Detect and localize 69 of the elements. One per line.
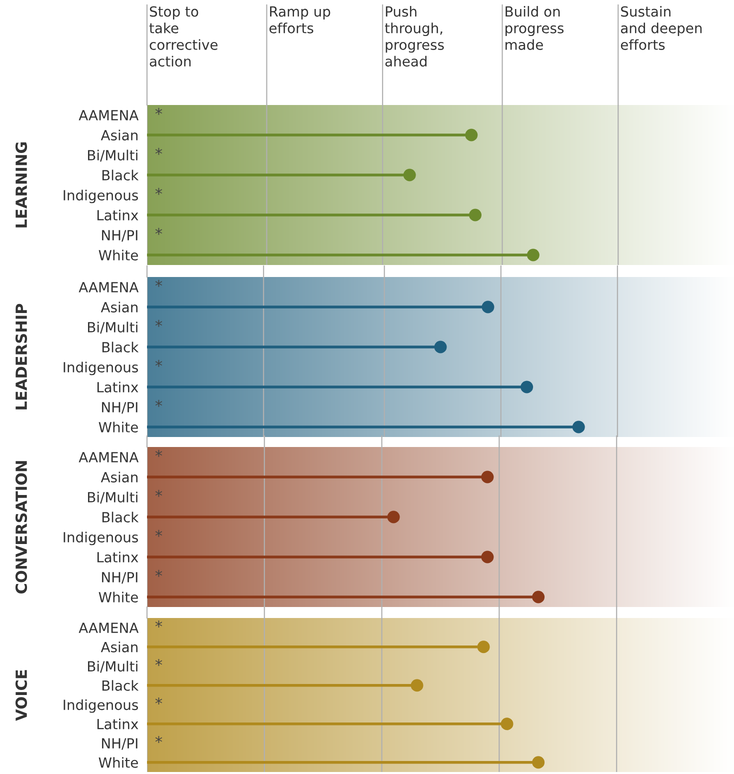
point <box>465 128 478 142</box>
y-tick-label: Latinx <box>97 210 138 220</box>
annotation: * <box>155 490 162 497</box>
y-tick-label: Indigenous <box>64 699 138 713</box>
y-tick-label: White <box>98 757 138 768</box>
annotation: * <box>155 280 162 287</box>
y-tick-label: AAMENA <box>78 282 139 292</box>
y-tick-label: Asian <box>100 130 138 140</box>
y-axis-title: LEARNING <box>15 142 28 228</box>
y-tick-label: Black <box>102 342 139 352</box>
y-tick-label: AAMENA <box>78 452 139 462</box>
ref-line-label: Sustain and deepen efforts <box>620 6 702 50</box>
y-tick-label: NH/PI <box>102 230 138 242</box>
point <box>469 208 482 222</box>
annotation: * <box>155 148 162 155</box>
y-axis-title: VOICE <box>15 670 28 721</box>
annotation: * <box>155 450 162 457</box>
y-tick-label: Asian <box>100 302 138 312</box>
y-tick-label: Asian <box>100 642 138 652</box>
annotation: * <box>155 570 162 577</box>
point <box>434 340 447 354</box>
y-tick-label: Latinx <box>97 718 138 730</box>
y-tick-label: White <box>98 422 138 432</box>
point <box>477 640 490 654</box>
y-tick-label: NH/PI <box>102 572 138 584</box>
y-axis-title: LEADERSHIP <box>15 304 28 410</box>
annotation: * <box>155 698 162 704</box>
ref-line-label: Build on progress made <box>506 6 564 50</box>
y-tick-label: AAMENA <box>78 110 139 120</box>
annotation: * <box>155 228 162 235</box>
point <box>532 756 545 769</box>
y-tick-label: Latinx <box>97 552 138 562</box>
point <box>572 420 585 434</box>
point <box>500 718 514 730</box>
y-axis-title: CONVERSATION <box>15 461 28 594</box>
y-tick-label: NH/PI <box>102 402 138 414</box>
annotation: * <box>155 108 162 115</box>
annotation: * <box>155 188 162 195</box>
y-tick-label: Black <box>102 680 139 691</box>
annotation: * <box>155 736 162 743</box>
point <box>410 679 424 692</box>
ref-line-label: Push through, progress ahead <box>384 6 444 67</box>
y-tick-label: NH/PI <box>102 738 138 750</box>
annotation: * <box>155 400 162 407</box>
y-tick-label: Black <box>102 170 139 180</box>
y-tick-label: Indigenous <box>64 532 138 546</box>
annotation: * <box>155 530 162 537</box>
y-tick-label: Indigenous <box>64 362 138 376</box>
annotation: * <box>155 320 162 327</box>
annotation: * <box>155 360 162 367</box>
ref-line-label: Ramp up efforts <box>269 6 330 34</box>
point <box>520 380 534 394</box>
y-tick-label: AAMENA <box>78 622 139 633</box>
y-tick-label: Bi/Multi <box>88 150 138 162</box>
y-tick-label: White <box>98 250 138 260</box>
y-tick-label: White <box>98 592 138 602</box>
point <box>403 168 416 182</box>
point <box>526 248 540 262</box>
ref-line-label: Stop to take corrective action <box>149 6 218 67</box>
y-tick-label: Black <box>102 512 139 522</box>
annotation: * <box>155 620 162 628</box>
point <box>482 300 494 314</box>
y-tick-label: Asian <box>100 472 138 482</box>
y-tick-label: Bi/Multi <box>88 660 138 673</box>
y-tick-label: Indigenous <box>64 190 138 204</box>
y-tick-label: Bi/Multi <box>88 492 138 504</box>
annotation: * <box>155 659 162 666</box>
y-tick-label: Bi/Multi <box>88 322 138 334</box>
y-tick-label: Latinx <box>97 382 138 392</box>
